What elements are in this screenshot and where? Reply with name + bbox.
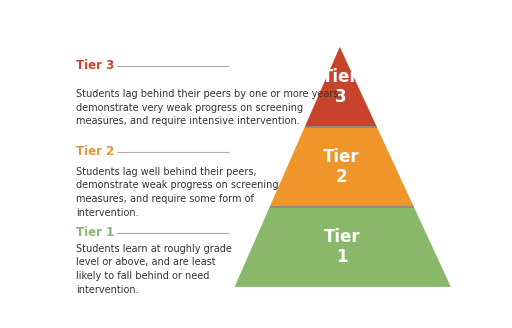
Text: Tier 1: Tier 1 (76, 226, 114, 239)
Text: Tier
2: Tier 2 (323, 148, 359, 186)
Text: Students lag well behind their peers,
demonstrate weak progress on screening
mea: Students lag well behind their peers, de… (76, 167, 279, 217)
Text: Tier 2: Tier 2 (76, 145, 114, 158)
Polygon shape (305, 47, 377, 127)
Text: Tier 3: Tier 3 (76, 59, 114, 72)
Text: Tier
1: Tier 1 (324, 228, 360, 266)
Text: Students learn at roughly grade
level or above, and are least
likely to fall beh: Students learn at roughly grade level or… (76, 244, 232, 295)
Text: Students lag behind their peers by one or more years,
demonstrate very weak prog: Students lag behind their peers by one o… (76, 89, 342, 126)
Polygon shape (270, 127, 414, 207)
Polygon shape (234, 207, 451, 287)
Text: Tier
3: Tier 3 (322, 68, 358, 106)
